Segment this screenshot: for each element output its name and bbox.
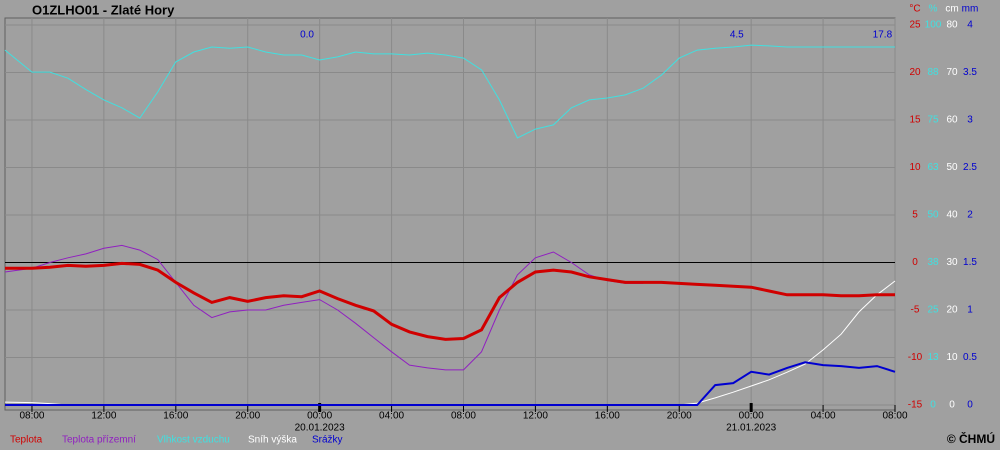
date-label: 20.01.2023	[295, 423, 345, 434]
y-tick-label: -10	[908, 352, 923, 363]
y-tick-label: 15	[909, 115, 921, 126]
plot-area	[4, 17, 896, 411]
series-line	[5, 361, 896, 406]
x-tick-label: 08:00	[882, 411, 907, 422]
y-tick-label: 100	[925, 20, 942, 31]
axis-unit: cm	[945, 4, 958, 15]
y-tick-label: 40	[946, 210, 958, 221]
series-line	[4, 44, 895, 139]
x-tick-label: 12:00	[523, 411, 548, 422]
y-tick-label: 0	[967, 400, 973, 411]
y-tick-label: 3	[967, 115, 973, 126]
x-tick-label: 20:00	[667, 411, 692, 422]
x-tick-label: 20:00	[235, 411, 260, 422]
x-tick-label: 16:00	[595, 411, 620, 422]
y-tick-label: -5	[911, 305, 920, 316]
x-tick-label: 08:00	[19, 411, 44, 422]
y-tick-label: 1.5	[963, 257, 977, 268]
y-tick-label: 50	[927, 210, 939, 221]
legend-entry: Teplota přízemní	[62, 435, 136, 446]
legend-entry: Teplota	[10, 435, 43, 446]
y-tick-label: 13	[927, 352, 939, 363]
chart-title: O1ZLHO01 - Zlaté Hory	[32, 2, 175, 17]
y-tick-label: 3.5	[963, 67, 977, 78]
y-tick-label: 80	[946, 20, 958, 31]
y-tick-label: 25	[927, 305, 939, 316]
x-tick-label: 08:00	[451, 411, 476, 422]
y-tick-label: 38	[927, 257, 939, 268]
legend-entry: Vlhkost vzduchu	[157, 435, 230, 446]
y-tick-label: 10	[909, 162, 921, 173]
y-tick-label: 1	[967, 305, 973, 316]
precip-total: 4.5	[730, 30, 744, 41]
y-tick-label: 88	[927, 67, 939, 78]
y-tick-label: 60	[946, 115, 958, 126]
y-tick-label: 70	[946, 67, 958, 78]
series-line	[4, 244, 644, 371]
x-tick-label: 12:00	[91, 411, 116, 422]
x-tick-label: 00:00	[307, 411, 332, 422]
series-line	[5, 261, 895, 341]
precip-total: 17.8	[873, 30, 893, 41]
x-tick-label: 04:00	[379, 411, 404, 422]
axis-unit: %	[929, 4, 938, 15]
y-tick-label: 20	[909, 67, 921, 78]
x-tick-label: 04:00	[811, 411, 836, 422]
credit: © ČHMÚ	[947, 431, 995, 446]
y-tick-label: 75	[927, 115, 939, 126]
legend-entry: Srážky	[312, 435, 343, 446]
y-tick-label: 5	[912, 210, 918, 221]
precip-total: 0.0	[300, 30, 314, 41]
y-tick-label: 2.5	[963, 162, 977, 173]
y-tick-label: 63	[927, 162, 939, 173]
x-tick-label: 16:00	[163, 411, 188, 422]
y-tick-label: 30	[946, 257, 958, 268]
y-tick-label: 20	[946, 305, 958, 316]
y-tick-label: 0	[912, 257, 918, 268]
y-tick-label: 10	[946, 352, 958, 363]
axis-unit: mm	[962, 4, 979, 15]
y-tick-label: 0	[949, 400, 955, 411]
y-tick-label: 4	[967, 20, 973, 31]
y-tick-label: -15	[908, 400, 923, 411]
legend-entry: Sníh výška	[248, 435, 297, 446]
axis-unit: °C	[909, 4, 920, 15]
y-tick-label: 0.5	[963, 352, 977, 363]
x-tick-label: 00:00	[739, 411, 764, 422]
y-tick-label: 2	[967, 210, 973, 221]
y-tick-label: 0	[930, 400, 936, 411]
y-tick-label: 50	[946, 162, 958, 173]
date-label: 21.01.2023	[726, 423, 776, 434]
y-tick-label: 25	[909, 20, 921, 31]
